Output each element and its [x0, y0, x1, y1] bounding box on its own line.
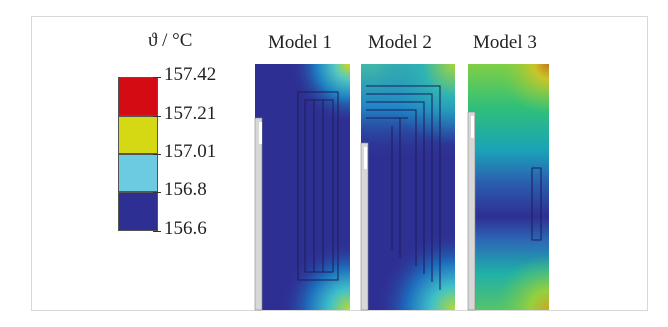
model-2-title: Model 2 — [368, 32, 432, 53]
legend-tick-mark — [153, 116, 161, 117]
model-1-title: Model 1 — [268, 32, 332, 53]
legend-tick-label: 157.01 — [164, 141, 217, 162]
legend-tick-label: 157.42 — [164, 64, 217, 85]
legend-color-box-3 — [118, 154, 158, 192]
legend-tick-mark — [153, 231, 161, 232]
legend-tick-label: 157.21 — [164, 103, 217, 124]
legend-tick-mark — [153, 77, 161, 78]
legend-tick-mark — [153, 192, 161, 193]
legend-unit-label: ϑ / °C — [148, 30, 193, 51]
model-3-title: Model 3 — [473, 32, 537, 53]
legend-color-box-4 — [118, 192, 158, 231]
model-2-panel — [360, 64, 455, 311]
model-3-panel — [467, 64, 549, 311]
legend-color-box-1 — [118, 77, 158, 116]
legend-color-box-2 — [118, 116, 158, 154]
legend-tick-label: 156.6 — [164, 218, 207, 239]
legend-tick-mark — [153, 154, 161, 155]
legend-tick-label: 156.8 — [164, 179, 207, 200]
model-1-panel — [254, 64, 350, 311]
